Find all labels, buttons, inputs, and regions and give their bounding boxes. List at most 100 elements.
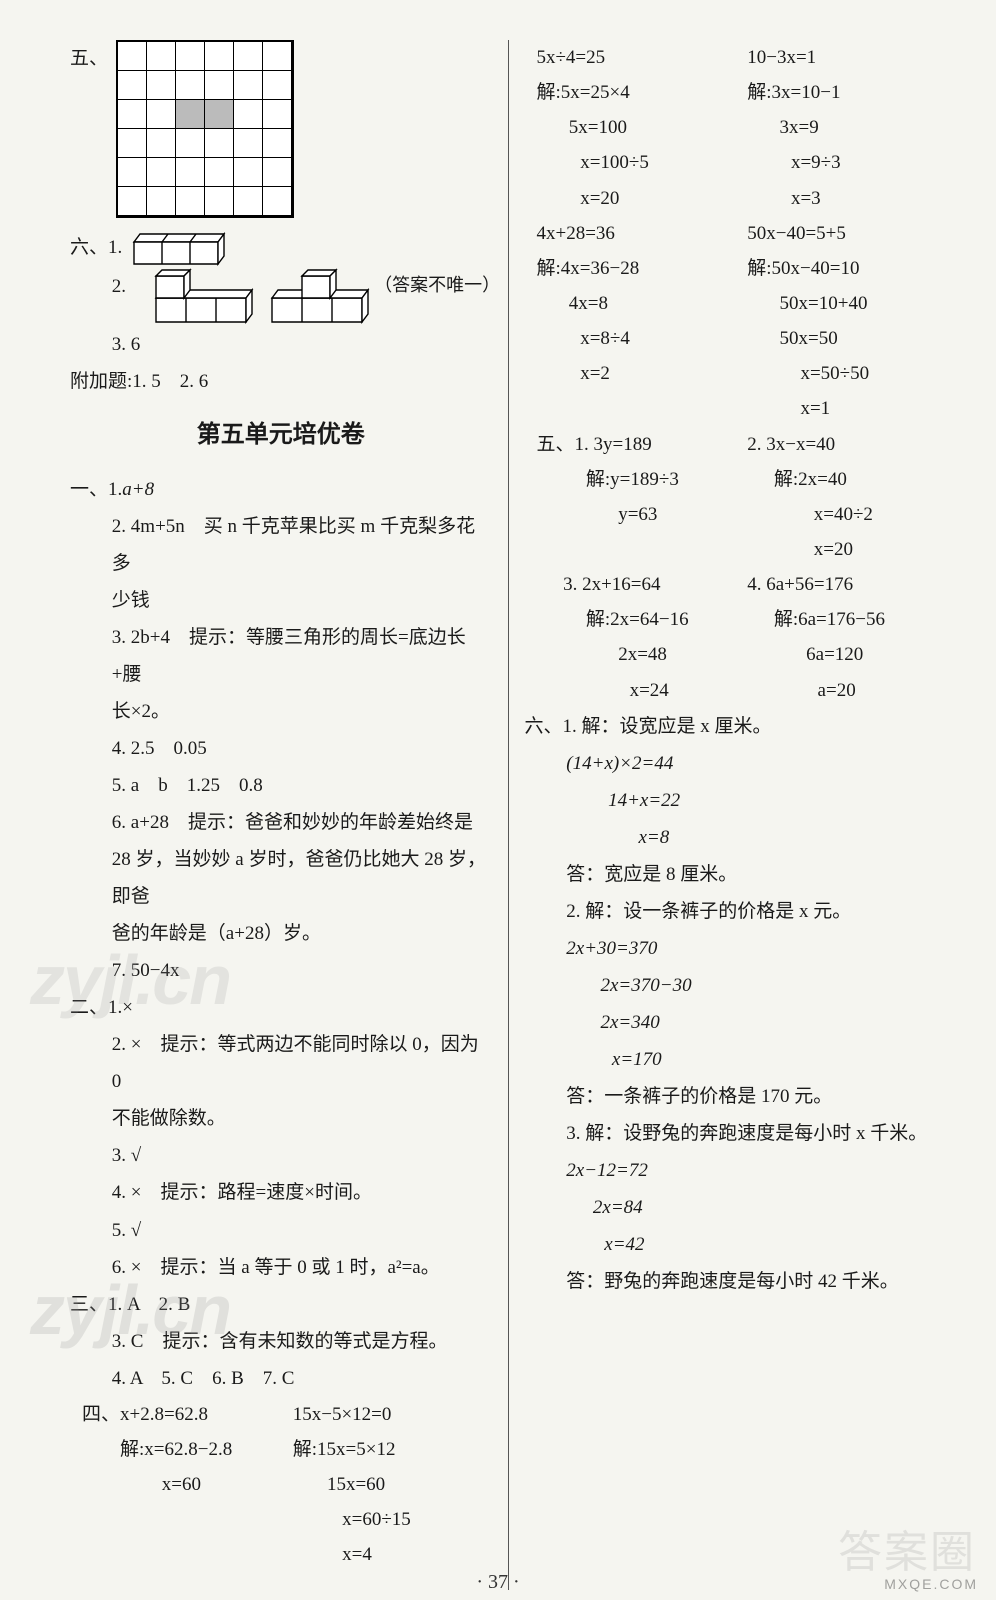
eq2a-0: 4x+28=36 xyxy=(537,216,736,251)
sec6-3-eq2: x=42 xyxy=(525,1226,947,1263)
label-5: 五、 xyxy=(70,40,116,77)
eq1b-0: 10−3x=1 xyxy=(747,40,946,75)
eq4a-3: x=24 xyxy=(537,673,736,708)
sec6-2-eq2: 2x=340 xyxy=(525,1004,947,1041)
eq1b-1: 解:3x=10−1 xyxy=(747,75,946,110)
q1-3: 3. 2b+4 提示：等腰三角形的周长=底边长+腰 xyxy=(70,619,492,693)
label-5-1: 五、1. xyxy=(537,434,589,455)
extra-questions: 附加题:1. 5 2. 6 xyxy=(70,363,492,400)
worksheet-page: 五、 六、1. xyxy=(0,0,996,1600)
eq3b-3: x=20 xyxy=(747,532,946,567)
eq2b-0: 50x−40=5+5 xyxy=(747,216,946,251)
eq3a-1: 解:y=189÷3 xyxy=(537,462,736,497)
eq-block-4: 3. 2x+16=64 解:2x=64−16 2x=48 x=24 4. 6a+… xyxy=(525,567,947,708)
label-6r-1: 六、1. xyxy=(525,708,577,745)
q1-6: 6. a+28 提示：爸爸和妙妙的年龄差始终是 xyxy=(70,804,492,841)
q2-6: 6. × 提示：当 a 等于 0 或 1 时，a²=a。 xyxy=(70,1249,492,1286)
q4b-1: 15x−5×12=0 xyxy=(293,1397,492,1432)
sec6-3-eq0: 2x−12=72 xyxy=(525,1152,947,1189)
eq-block-2: 4x+28=36 解:4x=36−28 4x=8 x=8÷4 x=2 50x−4… xyxy=(525,216,947,427)
eq4a-2: 2x=48 xyxy=(537,637,736,672)
sec6-2-eq0: 2x+30=370 xyxy=(525,930,947,967)
eq2a-2: 4x=8 xyxy=(537,286,736,321)
eq3a-0: 3y=189 xyxy=(594,434,652,455)
eq1a-2: 5x=100 xyxy=(537,110,736,145)
label-6-1: 六、1. xyxy=(70,229,122,266)
q2-5: 5. √ xyxy=(70,1212,492,1249)
q4a-2: 解:x=62.8−2.8 xyxy=(82,1432,281,1467)
sec6-2: 2. xyxy=(70,268,492,326)
q1-6b: 28 岁，当妙妙 a 岁时，爸爸仍比她大 28 岁，即爸 xyxy=(70,841,492,915)
q1-4: 4. 2.5 0.05 xyxy=(70,730,492,767)
label-6-2: 2. xyxy=(112,268,142,305)
eq4a-0: 2x+16=64 xyxy=(582,574,660,595)
q1-2: 2. 4m+5n 买 n 千克苹果比买 m 千克梨多花多 xyxy=(70,508,492,582)
q1-1-ans: a+8 xyxy=(122,471,154,508)
eq1b-4: x=3 xyxy=(747,181,946,216)
eq1a-3: x=100÷5 xyxy=(537,145,736,180)
q2-3: 3. √ xyxy=(70,1137,492,1174)
q4b-2: 解:15x=5×12 xyxy=(293,1432,492,1467)
sec6-1-ans: 答：宽应是 8 厘米。 xyxy=(525,856,947,893)
sec6-1-eq1: 14+x=22 xyxy=(525,782,947,819)
sec6-2-intro: 2. 解：设一条裤子的价格是 x 元。 xyxy=(525,893,947,930)
sec5-row: 五、 xyxy=(70,40,492,229)
eq4b-1: 解:6a=176−56 xyxy=(747,602,946,637)
eq3a-2: y=63 xyxy=(537,497,736,532)
q3-3: 3. C 提示：含有未知数的等式是方程。 xyxy=(70,1323,492,1360)
label-1-1: 一、1. xyxy=(70,471,122,508)
eq1b-3: x=9÷3 xyxy=(747,145,946,180)
page-number: · 37 · xyxy=(0,1571,996,1594)
answer-varies-note: （答案不唯一） xyxy=(374,268,491,303)
q1-3b: 长×2。 xyxy=(70,693,492,730)
sec6-1: 六、1. xyxy=(70,229,492,268)
eq2b-2: 50x=10+40 xyxy=(747,286,946,321)
eq3b-1: 解:2x=40 xyxy=(747,462,946,497)
eq2a-3: x=8÷4 xyxy=(537,321,736,356)
sec6-1-eq2: x=8 xyxy=(525,819,947,856)
label-2-1: 二、1. xyxy=(70,989,122,1026)
q3: 三、1. A 2. B xyxy=(70,1286,492,1323)
right-column: 5x÷4=25 解:5x=25×4 5x=100 x=100÷5 x=20 10… xyxy=(515,40,957,1590)
eq3b-0: 3x−x=40 xyxy=(766,434,835,455)
eq4b-2: 6a=120 xyxy=(747,637,946,672)
q2-2b: 不能做除数。 xyxy=(70,1100,492,1137)
eq1a-0: 5x÷4=25 xyxy=(537,40,736,75)
unit-title: 第五单元培优卷 xyxy=(70,412,492,459)
q2-1-ans: × xyxy=(122,989,133,1026)
q1-2b: 少钱 xyxy=(70,582,492,619)
eq3b-2: x=40÷2 xyxy=(747,497,946,532)
eq2b-1: 解:50x−40=10 xyxy=(747,251,946,286)
sec6-1-intro: 解：设宽应是 x 厘米。 xyxy=(582,716,772,737)
q4-block: 四、x+2.8=62.8 解:x=62.8−2.8 x=60 15x−5×12=… xyxy=(70,1397,492,1573)
q1-6c: 爸的年龄是（a+28）岁。 xyxy=(70,915,492,952)
q2-4: 4. × 提示：路程=速度×时间。 xyxy=(70,1174,492,1211)
q1-5: 5. a b 1.25 0.8 xyxy=(70,767,492,804)
sec6-2-eq1: 2x=370−30 xyxy=(525,967,947,1004)
sec6-3-ans: 答：野兔的奔跑速度是每小时 42 千米。 xyxy=(525,1263,947,1300)
q3-4: 4. A 5. C 6. B 7. C xyxy=(70,1360,492,1397)
eq3b-label: 2. xyxy=(747,434,761,455)
eq4a-1: 解:2x=64−16 xyxy=(537,602,736,637)
q2-2: 2. × 提示：等式两边不能同时除以 0，因为 0 xyxy=(70,1026,492,1100)
eq1a-4: x=20 xyxy=(537,181,736,216)
grid-figure xyxy=(116,40,294,229)
sec6-3-eq1: 2x=84 xyxy=(525,1189,947,1226)
eq2b-4: x=50÷50 xyxy=(747,356,946,391)
q2-1: 二、1. × xyxy=(70,989,492,1026)
eq2b-3: 50x=50 xyxy=(747,321,946,356)
column-divider xyxy=(508,40,509,1590)
eq2b-5: x=1 xyxy=(747,391,946,426)
eq-block-1: 5x÷4=25 解:5x=25×4 5x=100 x=100÷5 x=20 10… xyxy=(525,40,947,216)
q1-1: 一、1. a+8 xyxy=(70,471,492,508)
eq4b-label: 4. xyxy=(747,574,761,595)
sec6-2-eq3: x=170 xyxy=(525,1041,947,1078)
eq4b-0: 6a+56=176 xyxy=(766,574,853,595)
left-column: 五、 六、1. xyxy=(60,40,502,1590)
q4b-4: x=60÷15 xyxy=(293,1502,492,1537)
eq4b-3: a=20 xyxy=(747,673,946,708)
sec6-3-intro: 3. 解：设野兔的奔跑速度是每小时 x 千米。 xyxy=(525,1115,947,1152)
q4b-5: x=4 xyxy=(293,1537,492,1572)
q4a-1: x+2.8=62.8 xyxy=(120,1404,208,1425)
sec6-3: 3. 6 xyxy=(70,326,492,363)
